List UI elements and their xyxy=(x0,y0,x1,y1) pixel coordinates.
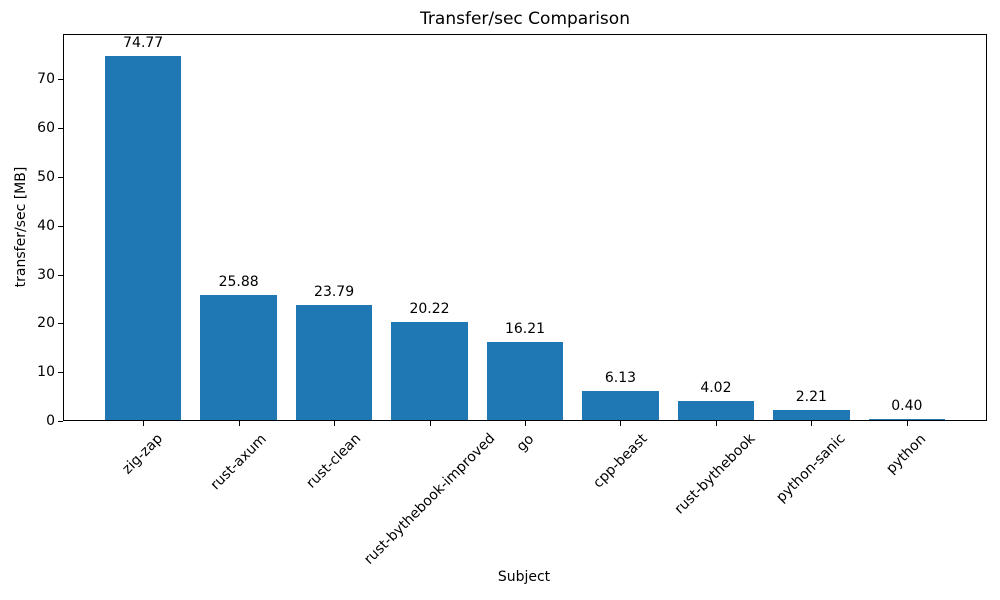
y-tick xyxy=(58,421,63,422)
x-tick xyxy=(238,421,240,426)
plot-area xyxy=(63,34,987,421)
x-tick-label-rust-bythebook: rust-bythebook xyxy=(672,431,759,518)
bar-rust-clean xyxy=(295,304,373,420)
x-tick-label-rust-bythebook-improved: rust-bythebook-improved xyxy=(360,430,498,569)
bar-value-label: 20.22 xyxy=(409,301,450,318)
bar-go xyxy=(486,341,564,420)
x-tick xyxy=(715,421,717,426)
x-tick xyxy=(906,421,908,426)
bar-value-label: 6.13 xyxy=(604,370,637,387)
x-tick xyxy=(429,421,431,426)
y-tick-label: 40 xyxy=(37,217,55,234)
x-tick-label-python-sanic: python-sanic xyxy=(773,430,849,507)
chart-title: Transfer/sec Comparison xyxy=(420,9,630,29)
y-tick xyxy=(58,323,63,325)
y-tick xyxy=(58,79,63,81)
bar-python-sanic xyxy=(773,410,850,420)
y-tick xyxy=(58,225,63,227)
bar-rust-bythebook xyxy=(677,401,755,420)
y-tick-label: 50 xyxy=(37,168,55,185)
y-tick-label: 30 xyxy=(37,266,55,283)
bar-python xyxy=(868,419,945,421)
bar-rust-bythebook-improved xyxy=(391,322,468,420)
x-tick xyxy=(811,421,813,426)
bar-value-label: 23.79 xyxy=(314,283,355,300)
bar-rust-axum xyxy=(200,294,277,420)
bar-zig-zap xyxy=(105,56,182,420)
bar-cpp-beast xyxy=(582,391,659,420)
y-tick-label: 20 xyxy=(37,315,55,332)
bar-value-label: 74.77 xyxy=(123,35,164,52)
bar-value-label: 16.21 xyxy=(504,320,546,337)
y-tick-label: 70 xyxy=(37,71,55,88)
x-tick xyxy=(143,421,145,426)
bar-value-label: 2.21 xyxy=(795,389,827,406)
x-tick-label-rust-axum: rust-axum xyxy=(207,431,270,494)
x-tick xyxy=(525,421,526,426)
x-tick xyxy=(620,421,622,426)
x-tick-label-go: go xyxy=(513,430,537,455)
y-tick xyxy=(58,372,63,374)
x-tick-label-cpp-beast: cpp-beast xyxy=(590,430,651,492)
x-tick-label-zig-zap: zig-zap xyxy=(119,430,167,478)
bar-value-label: 0.40 xyxy=(891,398,923,415)
y-tick-label: 10 xyxy=(37,364,55,381)
y-axis-title: transfer/sec [MB] xyxy=(13,166,29,288)
y-tick xyxy=(58,176,63,178)
y-tick xyxy=(58,128,63,130)
bar-value-label: 25.88 xyxy=(218,273,259,290)
x-tick-label-rust-clean: rust-clean xyxy=(303,430,365,492)
y-tick xyxy=(58,274,63,276)
x-axis-title: Subject xyxy=(497,569,551,585)
y-tick-label: 60 xyxy=(37,120,55,137)
x-tick xyxy=(334,421,336,426)
x-tick-label-python: python xyxy=(883,430,930,477)
bar-value-label: 4.02 xyxy=(700,380,732,397)
y-tick-label: 0 xyxy=(46,413,55,429)
